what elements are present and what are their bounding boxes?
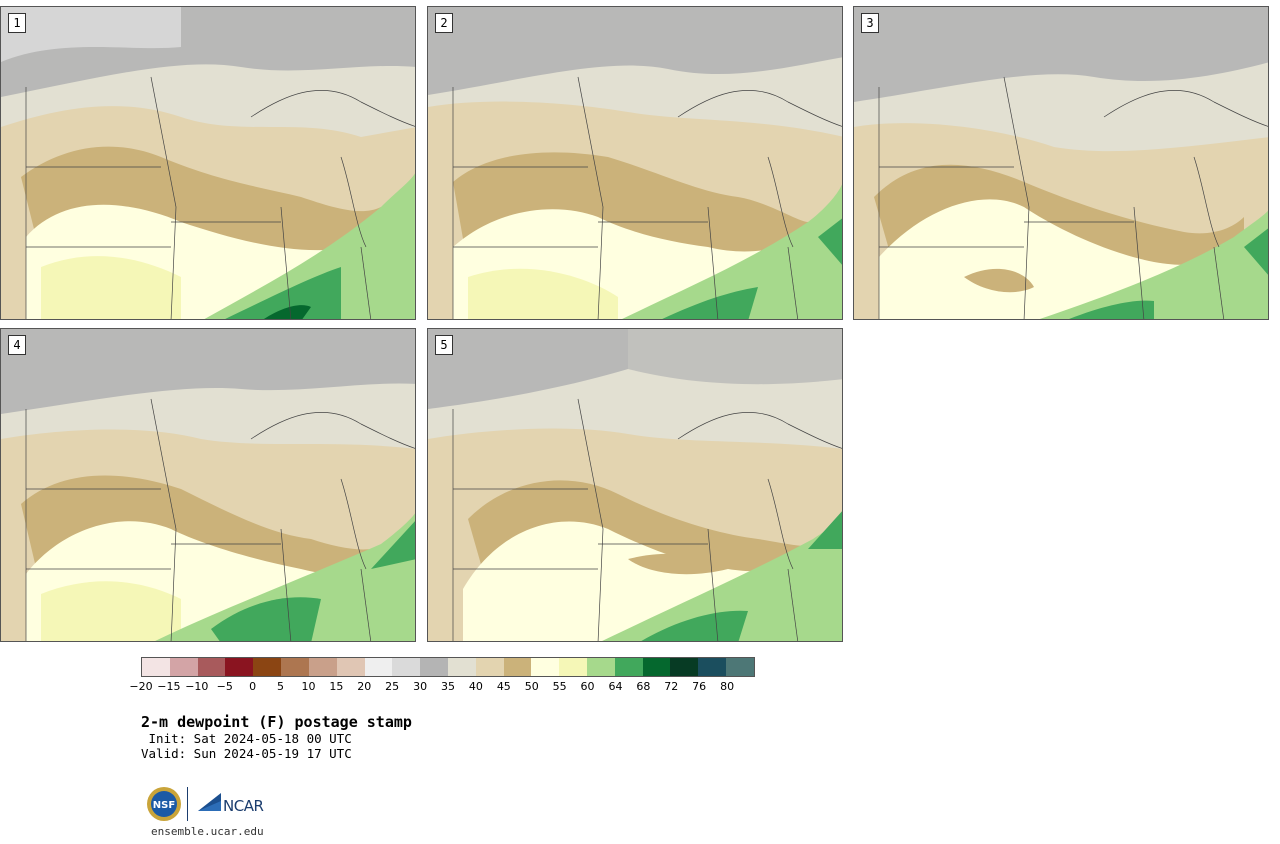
colorbar-tick-label: 80 (720, 680, 735, 693)
colorbar-tick-label: 30 (413, 680, 428, 693)
logo-divider (187, 787, 188, 821)
colorbar-tick-label: 40 (468, 680, 483, 693)
colorbar-swatch (475, 658, 504, 676)
colorbar-tick-label: 50 (524, 680, 539, 693)
colorbar-swatch (169, 658, 198, 676)
colorbar-swatch (308, 658, 337, 676)
colorbar-tick-label: 25 (385, 680, 400, 693)
member-panel-1: 1 (0, 6, 416, 320)
colorbar-swatch (503, 658, 532, 676)
colorbar-swatch (531, 658, 560, 676)
colorbar-swatch (197, 658, 226, 676)
dewpoint-map (428, 329, 842, 641)
colorbar-tick-label: 5 (277, 680, 285, 693)
dewpoint-map (854, 7, 1268, 319)
colorbar-tick-label: −5 (216, 680, 233, 693)
init-time: Init: Sat 2024-05-18 00 UTC (141, 731, 352, 746)
colorbar-tick-label: 10 (301, 680, 316, 693)
colorbar-tick-label: 72 (664, 680, 679, 693)
member-label: 5 (435, 335, 453, 355)
nsf-logo-icon: NSF (147, 787, 181, 821)
website-url: ensemble.ucar.edu (151, 825, 264, 838)
member-panel-2: 2 (427, 6, 843, 320)
colorbar-ticks: −20 −15 −10 −5 0 5 10 15 20 25 30 35 40 45 50 55 60 64 68 7… (129, 680, 755, 694)
nsf-logo-text: NSF (153, 800, 175, 811)
colorbar-swatch (698, 658, 727, 676)
colorbar-swatch (559, 658, 587, 676)
member-label: 4 (8, 335, 26, 355)
colorbar-swatch (336, 658, 365, 676)
member-label: 1 (8, 13, 26, 33)
colorbar-swatch (281, 658, 309, 676)
ncar-logo-text: NCAR (223, 797, 263, 815)
colorbar-swatch (726, 658, 754, 676)
dewpoint-map (1, 7, 415, 319)
colorbar-tick-label: 35 (441, 680, 455, 693)
dewpoint-map (1, 329, 415, 641)
colorbar-tick-label: 15 (329, 680, 344, 693)
colorbar-tick-label: 64 (608, 680, 623, 693)
colorbar-tick-label: 60 (580, 680, 595, 693)
colorbar-swatch (142, 658, 170, 676)
dewpoint-map (428, 7, 842, 319)
colorbar-tick-label: −10 (185, 680, 209, 693)
colorbar-swatch (225, 658, 254, 676)
valid-time: Valid: Sun 2024-05-19 17 UTC (141, 746, 352, 761)
colorbar-tick-label: 0 (249, 680, 257, 693)
colorbar-tick-label: 55 (552, 680, 567, 693)
member-panel-5: 5 (427, 328, 843, 642)
colorbar-swatch (392, 658, 421, 676)
colorbar-swatch (587, 658, 615, 676)
colorbar-swatch (670, 658, 699, 676)
member-label: 3 (861, 13, 879, 33)
ncar-logo-icon: NCAR (198, 793, 264, 815)
colorbar-tick-label: 76 (692, 680, 707, 693)
logos: NSF NCAR (145, 785, 275, 823)
colorbar-swatch (364, 658, 393, 676)
colorbar-swatch (447, 658, 476, 676)
colorbar (141, 657, 755, 677)
colorbar-tick-label: 45 (496, 680, 511, 693)
colorbar-swatch (253, 658, 282, 676)
colorbar-swatch (642, 658, 671, 676)
colorbar-swatch (420, 658, 448, 676)
colorbar-swatch (614, 658, 643, 676)
colorbar-tick-label: 20 (357, 680, 372, 693)
colorbar-tick-label: 68 (636, 680, 651, 693)
product-title: 2-m dewpoint (F) postage stamp (141, 713, 412, 731)
colorbar-tick-label: −20 (129, 680, 153, 693)
member-label: 2 (435, 13, 453, 33)
member-panel-3: 3 (853, 6, 1269, 320)
member-panel-4: 4 (0, 328, 416, 642)
colorbar-tick-label: −15 (157, 680, 181, 693)
